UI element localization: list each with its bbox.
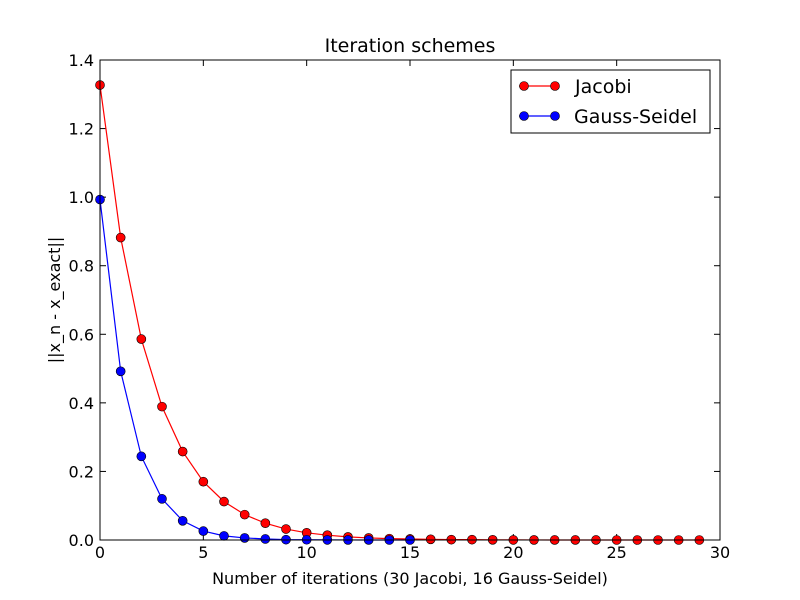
chart-title: Iteration schemes (325, 35, 496, 57)
plot-frame (99, 59, 721, 541)
series-line-gauss-seidel (99, 199, 410, 541)
data-point-jacobi (260, 518, 271, 529)
data-point-jacobi (239, 509, 250, 520)
legend-jacobi-marker-left (519, 81, 529, 91)
y-tick-label: 0.0 (69, 531, 94, 550)
series-jacobi (95, 80, 705, 545)
x-tick-label: 25 (606, 543, 626, 562)
data-point-jacobi (281, 524, 291, 534)
legend-jacobi-label: Jacobi (574, 76, 632, 98)
ticks-layer: 0 5 10 15 20 25 30 0.0 0.2 0.4 0.6 0.8 1.0 1.2 1.4 (69, 51, 731, 562)
legend-gauss-seidel-marker-right (550, 111, 560, 121)
y-tick-label: 1.2 (69, 120, 94, 139)
y-tick-label: 0.2 (69, 462, 94, 481)
legend-gauss-seidel-marker-left (519, 111, 529, 121)
x-tick-label: 10 (296, 543, 316, 562)
series-layer (95, 80, 705, 545)
data-point-jacobi (219, 496, 229, 507)
data-point-jacobi (425, 534, 436, 545)
data-point-gauss-seidel (219, 531, 229, 541)
data-point-gauss-seidel (136, 451, 147, 462)
x-tick-label: 5 (198, 543, 208, 562)
data-point-gauss-seidel (198, 526, 209, 536)
series-gauss-seidel (95, 194, 415, 545)
data-point-gauss-seidel (157, 494, 167, 504)
x-tick-label: 30 (710, 543, 730, 562)
y-tick-label: 0.6 (69, 325, 94, 344)
data-point-gauss-seidel (260, 534, 271, 544)
y-tick-label: 1.0 (69, 188, 94, 207)
series-line-jacobi (99, 84, 700, 541)
y-tick-label: 0.8 (69, 257, 94, 276)
data-point-jacobi (157, 401, 167, 412)
x-tick-label: 0 (95, 543, 105, 562)
data-point-jacobi (136, 334, 147, 344)
legend-jacobi-marker-right (550, 81, 560, 91)
data-point-gauss-seidel (177, 515, 188, 526)
x-tick-label: 20 (503, 543, 523, 562)
data-point-gauss-seidel (239, 533, 250, 543)
legend: Jacobi Gauss-Seidel (510, 69, 711, 134)
y-axis-label: ||x_n - x_exact|| (45, 237, 65, 364)
y-tick-label: 0.4 (69, 394, 94, 413)
legend-gauss-seidel-label: Gauss-Seidel (574, 106, 697, 128)
y-tick-label: 1.4 (69, 51, 94, 70)
data-point-jacobi (198, 476, 209, 487)
x-tick-label: 15 (400, 543, 420, 562)
data-point-jacobi (177, 446, 188, 457)
x-axis-label: Number of iterations (30 Jacobi, 16 Gaus… (212, 569, 608, 588)
data-point-gauss-seidel (115, 366, 126, 377)
legend-box (510, 69, 711, 134)
data-point-jacobi (115, 232, 126, 243)
